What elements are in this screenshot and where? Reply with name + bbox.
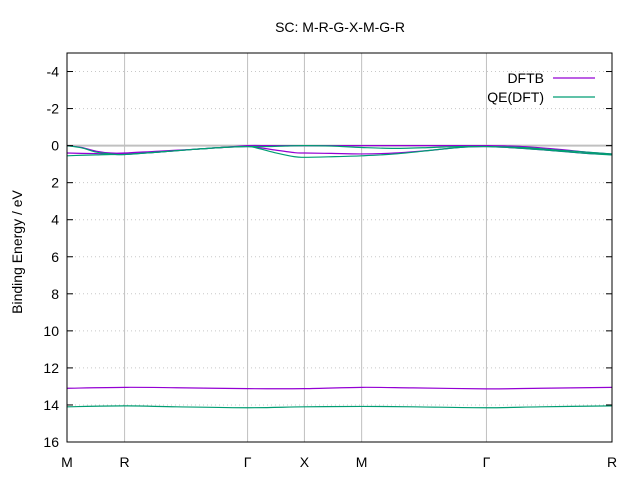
- y-tick-label: 2: [51, 175, 59, 191]
- x-tick-label: X: [300, 454, 310, 470]
- y-tick-label: 6: [51, 249, 59, 265]
- plot-frame: [66, 52, 613, 443]
- series-lines: [66, 144, 613, 409]
- series-1-band-1: [66, 145, 613, 158]
- y-axis-ticks: -4 -2 0 2 4 6 8 10 12 14 16: [43, 64, 612, 450]
- y-tick-label: -2: [47, 101, 60, 117]
- x-tick-label: R: [607, 454, 617, 470]
- legend: DFTB QE(DFT): [487, 70, 595, 105]
- x-tick-label: M: [356, 454, 368, 470]
- chart-title: SC: M-R-G-X-M-G-R: [275, 19, 405, 35]
- y-tick-label: 10: [43, 323, 59, 339]
- x-tick-label: Γ: [483, 454, 491, 470]
- y-tick-label: 8: [51, 286, 59, 302]
- x-tick-label: Γ: [244, 454, 252, 470]
- y-tick-label: 14: [43, 397, 59, 413]
- y-tick-label: 4: [51, 212, 59, 228]
- legend-label: DFTB: [507, 70, 544, 86]
- series-0-band-2: [66, 386, 613, 390]
- series-1-band-2: [66, 405, 613, 409]
- x-tick-label: R: [120, 454, 130, 470]
- y-axis-label: Binding Energy / eV: [9, 189, 25, 313]
- grid: [67, 53, 612, 442]
- y-tick-label: 12: [43, 360, 59, 376]
- y-tick-label: 16: [43, 434, 59, 450]
- legend-label: QE(DFT): [487, 89, 544, 105]
- y-tick-label: -4: [47, 64, 60, 80]
- x-tick-label: M: [61, 454, 73, 470]
- y-tick-label: 0: [51, 138, 59, 154]
